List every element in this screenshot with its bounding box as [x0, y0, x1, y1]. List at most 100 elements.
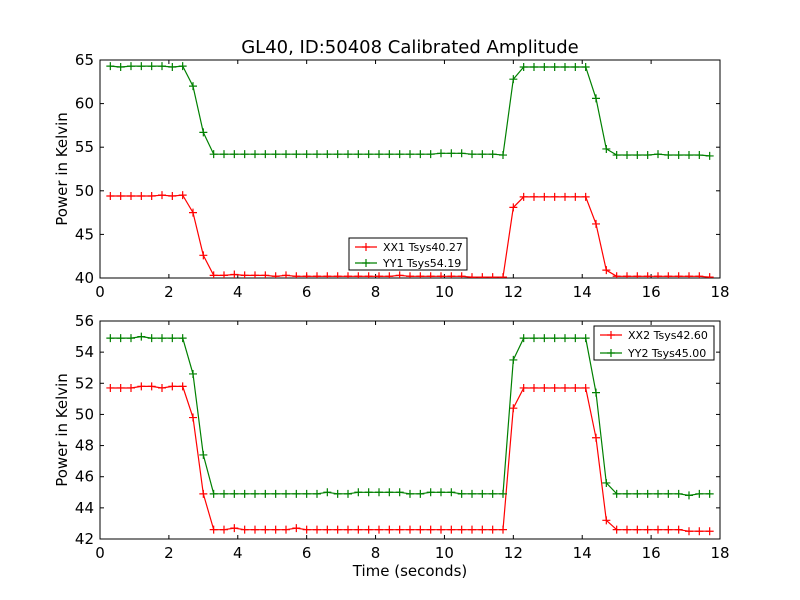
data-point	[116, 192, 125, 201]
legend-marker	[607, 349, 615, 357]
data-point	[468, 273, 476, 278]
data-point	[230, 150, 239, 159]
data-point	[240, 489, 249, 498]
data-point	[654, 272, 662, 278]
data-point	[612, 489, 621, 498]
x-tick-label: 14	[573, 283, 592, 301]
data-point	[540, 192, 549, 201]
legend-box	[593, 325, 715, 361]
data-point	[509, 203, 518, 212]
data-point	[364, 525, 373, 534]
x-tick-label: 10	[435, 544, 454, 562]
data-point	[468, 489, 476, 498]
data-point	[251, 150, 259, 159]
data-point	[333, 525, 342, 534]
data-point	[333, 272, 342, 278]
data-point	[685, 491, 693, 500]
data-point	[292, 489, 301, 498]
data-point	[488, 273, 497, 278]
data-point	[695, 527, 704, 536]
data-point	[189, 208, 197, 217]
data-point	[561, 334, 569, 343]
data-point	[623, 272, 631, 278]
data-point	[147, 382, 156, 391]
data-point	[261, 271, 270, 278]
y-tick-label: 56	[75, 312, 94, 330]
y-tick-label: 60	[75, 95, 94, 113]
data-point	[457, 489, 466, 498]
data-point	[633, 489, 642, 498]
x-tick-label: 16	[642, 283, 661, 301]
data-point	[654, 150, 662, 159]
data-point	[519, 62, 528, 71]
data-point	[116, 334, 125, 343]
data-point	[261, 150, 270, 159]
data-point	[550, 192, 559, 201]
data-point	[323, 150, 332, 159]
data-point	[550, 383, 559, 392]
data-point	[519, 334, 528, 343]
data-point	[271, 489, 280, 498]
x-tick-label: 12	[504, 283, 523, 301]
y-tick-label: 52	[75, 374, 94, 392]
data-point	[251, 271, 259, 278]
legend: XX1 Tsys40.27 YY1 Tsys54.19	[348, 237, 468, 271]
data-point	[633, 272, 642, 278]
data-point	[540, 62, 549, 71]
data-point	[261, 525, 270, 534]
data-point	[354, 272, 363, 278]
series-2	[106, 62, 714, 160]
data-point	[612, 151, 621, 160]
data-point	[116, 383, 125, 392]
data-point	[323, 272, 332, 278]
data-point	[561, 192, 569, 201]
legend-marker	[362, 259, 370, 267]
data-point	[447, 272, 456, 278]
data-point	[106, 334, 115, 343]
data-point	[488, 150, 497, 159]
data-point	[674, 489, 683, 498]
data-point	[147, 192, 156, 201]
data-point	[426, 150, 435, 159]
data-point	[550, 62, 559, 71]
data-point	[602, 266, 611, 275]
data-point	[592, 433, 600, 442]
data-point	[509, 75, 518, 84]
data-point	[664, 151, 673, 160]
x-tick-label: 0	[95, 544, 105, 562]
data-point	[178, 62, 187, 71]
data-point	[282, 525, 290, 534]
data-point	[581, 62, 590, 71]
data-point	[230, 524, 239, 533]
data-point	[106, 383, 115, 392]
data-point	[457, 149, 466, 158]
data-point	[633, 151, 642, 160]
data-point	[499, 151, 507, 160]
data-point	[240, 525, 249, 534]
data-point	[323, 488, 332, 497]
data-point	[127, 192, 135, 201]
data-point	[147, 62, 156, 71]
data-point	[426, 272, 435, 278]
data-point	[106, 192, 115, 201]
data-point	[581, 383, 590, 392]
data-point	[147, 334, 156, 343]
x-tick-label: 18	[710, 283, 729, 301]
data-point	[158, 191, 166, 200]
y-tick-label: 65	[75, 51, 94, 69]
data-point	[158, 334, 166, 343]
x-tick-label: 0	[95, 283, 105, 301]
data-point	[406, 150, 414, 159]
data-point	[592, 219, 600, 228]
data-point	[602, 144, 611, 153]
x-tick-label: 6	[302, 283, 312, 301]
x-tick-label: 12	[504, 544, 523, 562]
data-point	[561, 62, 569, 71]
data-point	[127, 62, 135, 71]
data-point	[302, 489, 311, 498]
data-point	[447, 488, 456, 497]
data-point	[385, 525, 394, 534]
data-point	[168, 62, 177, 71]
legend-marker	[362, 243, 370, 251]
